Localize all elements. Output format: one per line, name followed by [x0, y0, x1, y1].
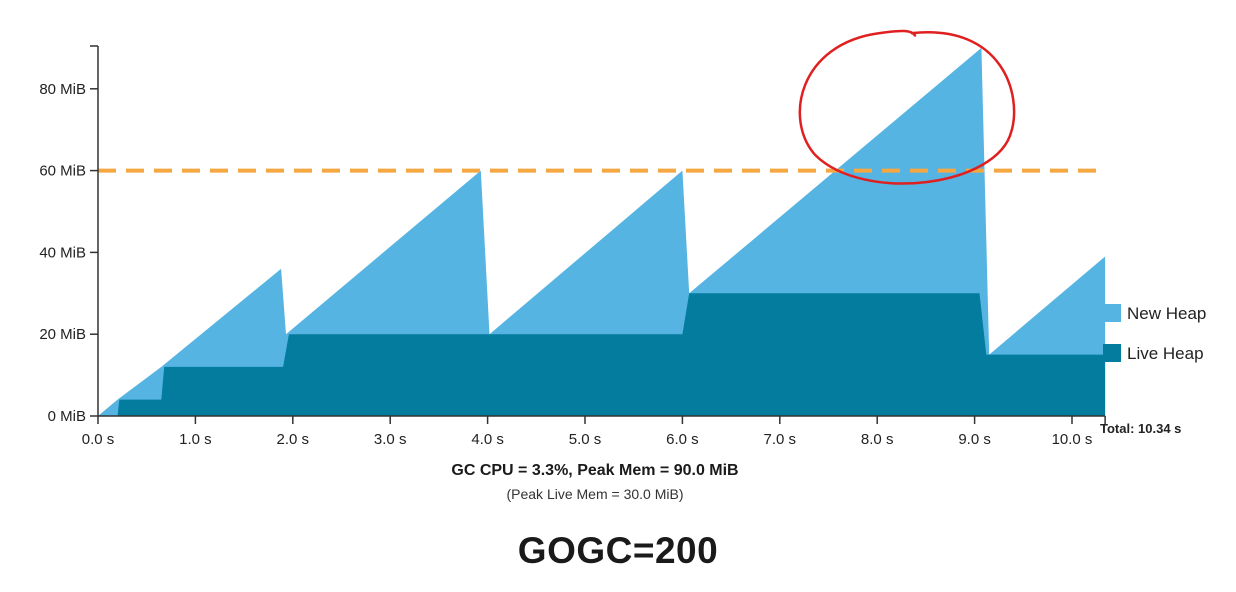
heap-chart: 0 MiB 20 MiB 40 MiB 60 MiB 80 MiB 0.0 s 1.0 s 2…	[39, 29, 1206, 448]
total-time-label: Total: 10.34 s	[1100, 421, 1181, 436]
y-tick-label: 40 MiB	[39, 244, 86, 261]
gc-stats-caption: GC CPU = 3.3%, Peak Mem = 90.0 MiB	[451, 462, 739, 479]
x-tick-label: 3.0 s	[374, 431, 407, 448]
gogc-title: GOGC=200	[517, 530, 719, 571]
x-tick-label: 7.0 s	[764, 431, 797, 448]
x-tick-label: 8.0 s	[861, 431, 894, 448]
x-tick-label: 5.0 s	[569, 431, 602, 448]
x-tick-label: 4.0 s	[471, 431, 504, 448]
x-tick-label: 2.0 s	[277, 431, 310, 448]
peak-live-mem-caption: (Peak Live Mem = 30.0 MiB)	[506, 486, 684, 502]
legend-label-new-heap: New Heap	[1127, 304, 1206, 323]
legend-swatch-new-heap	[1103, 304, 1121, 322]
x-tick-label: 10.0 s	[1052, 431, 1093, 448]
y-tick-label: 60 MiB	[39, 163, 86, 180]
annotation-circle	[798, 29, 1016, 185]
axes: 0 MiB 20 MiB 40 MiB 60 MiB 80 MiB 0.0 s 1.0 s 2…	[39, 45, 1106, 448]
live-heap-area	[98, 293, 1106, 416]
x-tick-label: 1.0 s	[179, 431, 212, 448]
x-tick-label: 0.0 s	[82, 431, 115, 448]
x-tick-label: 9.0 s	[958, 431, 991, 448]
y-tick-label: 80 MiB	[39, 81, 86, 98]
y-tick-label: 0 MiB	[48, 408, 86, 425]
annotation-group	[798, 29, 1016, 185]
legend-label-live-heap: Live Heap	[1127, 344, 1204, 363]
y-tick-label: 20 MiB	[39, 326, 86, 343]
legend: New Heap Live Heap	[1103, 304, 1206, 363]
legend-swatch-live-heap	[1103, 344, 1121, 362]
x-tick-label: 6.0 s	[666, 431, 699, 448]
chart-areas	[98, 47, 1106, 417]
